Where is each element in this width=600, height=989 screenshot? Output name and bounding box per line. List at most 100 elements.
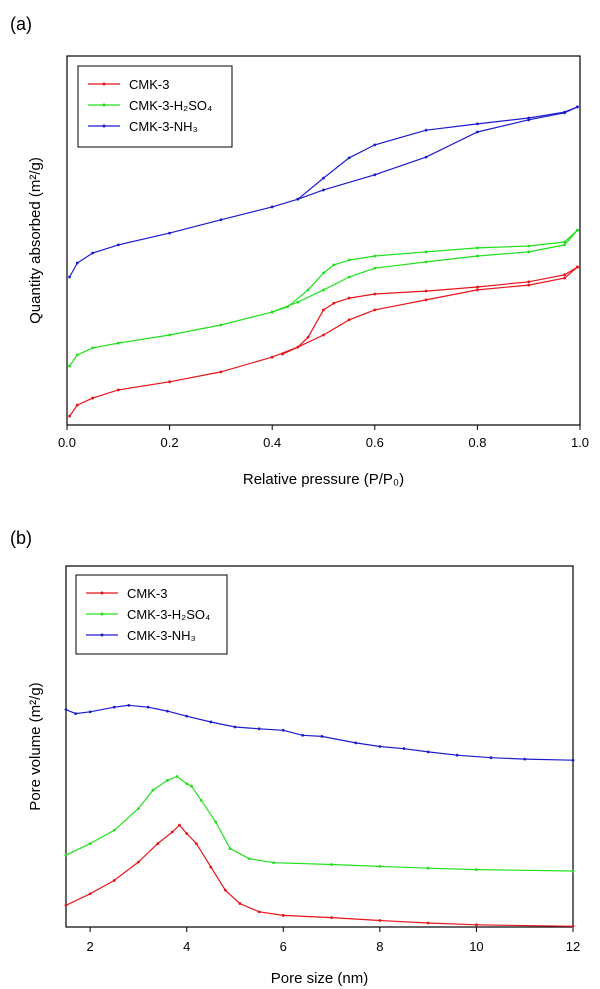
data-point bbox=[281, 728, 285, 732]
series-line-adsorption bbox=[69, 266, 578, 417]
data-point bbox=[137, 807, 140, 810]
x-tick-label: 4 bbox=[183, 939, 190, 954]
data-point bbox=[156, 842, 160, 846]
data-point bbox=[373, 143, 377, 147]
legend-label: CMK-3-H₂SO₄ bbox=[129, 98, 212, 113]
series-cmk-3-h-so- bbox=[64, 775, 575, 873]
data-point bbox=[476, 122, 479, 126]
series-line-desorption bbox=[272, 229, 578, 313]
data-point bbox=[190, 784, 193, 788]
plot-frame bbox=[66, 55, 581, 426]
data-point bbox=[378, 919, 382, 922]
series-cmk-3-h-so- bbox=[68, 228, 579, 368]
legend-label: CMK-3-NH₃ bbox=[127, 628, 196, 643]
data-point bbox=[112, 828, 116, 832]
data-point bbox=[330, 916, 333, 920]
data-point bbox=[320, 734, 324, 738]
data-point bbox=[272, 861, 276, 865]
x-tick-label: 0.4 bbox=[263, 435, 281, 450]
data-point bbox=[91, 396, 95, 400]
data-point bbox=[306, 335, 310, 339]
data-point bbox=[199, 798, 203, 802]
data-point bbox=[322, 288, 325, 292]
x-axis-label: Pore size (nm) bbox=[271, 970, 369, 987]
data-point bbox=[68, 275, 71, 279]
series-cmk-3 bbox=[64, 823, 575, 928]
data-point bbox=[563, 273, 567, 277]
data-point bbox=[378, 745, 382, 748]
data-point bbox=[257, 910, 261, 914]
data-point bbox=[116, 243, 120, 247]
data-point bbox=[424, 128, 428, 132]
data-point bbox=[219, 370, 223, 374]
data-point bbox=[223, 888, 227, 892]
y-axis-label: Quantity absorbed (m²/g) bbox=[27, 157, 44, 324]
data-point bbox=[270, 355, 274, 359]
data-point bbox=[281, 914, 285, 917]
data-point bbox=[185, 832, 189, 835]
data-point bbox=[563, 240, 567, 244]
data-point bbox=[527, 116, 531, 120]
data-point bbox=[270, 310, 274, 314]
data-point bbox=[424, 289, 428, 293]
data-point bbox=[322, 271, 325, 275]
data-point bbox=[219, 218, 223, 222]
data-point bbox=[296, 345, 300, 349]
legend: CMK-3 CMK-3-H₂SO₄ CMK-3-NH₃ bbox=[75, 574, 228, 655]
data-point bbox=[354, 741, 358, 745]
data-point bbox=[424, 298, 428, 302]
data-point bbox=[426, 866, 430, 870]
data-point bbox=[68, 364, 71, 368]
data-point bbox=[571, 869, 575, 873]
data-point bbox=[91, 251, 95, 255]
data-point bbox=[523, 757, 527, 761]
x-axis-label: Relative pressure (P/P₀) bbox=[243, 471, 404, 488]
x-tick-label: 10 bbox=[469, 939, 483, 954]
x-tick-label: 8 bbox=[376, 939, 383, 954]
y-axis-label: Pore volume (m²/g) bbox=[27, 682, 44, 810]
data-point bbox=[576, 228, 579, 232]
legend-marker bbox=[100, 612, 104, 616]
x-tick-label: 0.2 bbox=[161, 435, 179, 450]
data-point bbox=[527, 244, 531, 248]
data-point bbox=[322, 188, 325, 192]
data-point bbox=[137, 860, 140, 864]
data-point bbox=[330, 863, 333, 866]
data-point bbox=[322, 176, 325, 180]
legend-label: CMK-3-H₂SO₄ bbox=[127, 607, 210, 622]
x-tick-label: 0.6 bbox=[366, 435, 384, 450]
data-point bbox=[170, 830, 174, 834]
data-point bbox=[476, 130, 479, 134]
data-point bbox=[238, 902, 242, 905]
data-point bbox=[166, 709, 169, 713]
legend-marker bbox=[100, 633, 104, 637]
data-point bbox=[347, 275, 351, 279]
data-point bbox=[91, 346, 95, 350]
x-tick-label: 1.0 bbox=[571, 435, 589, 450]
data-point bbox=[475, 923, 478, 927]
legend-item: CMK-3 bbox=[88, 77, 169, 92]
data-point bbox=[116, 341, 120, 345]
series-line-curve bbox=[65, 824, 574, 927]
data-point bbox=[426, 750, 430, 754]
data-point bbox=[489, 756, 493, 760]
data-point bbox=[286, 305, 289, 309]
panel-label: (b) bbox=[10, 528, 32, 548]
data-point bbox=[373, 266, 377, 270]
data-point bbox=[194, 842, 198, 846]
legend-marker bbox=[102, 82, 106, 86]
data-point bbox=[116, 388, 120, 392]
x-tick-label: 0.8 bbox=[468, 435, 486, 450]
data-point bbox=[112, 879, 116, 882]
series-line-desorption bbox=[282, 266, 578, 355]
data-point bbox=[168, 380, 172, 384]
data-point bbox=[185, 782, 189, 786]
data-point bbox=[74, 712, 78, 716]
data-point bbox=[75, 261, 79, 265]
data-point bbox=[185, 714, 189, 718]
legend-label: CMK-3 bbox=[129, 77, 169, 92]
data-point bbox=[209, 865, 213, 869]
data-point bbox=[296, 197, 300, 201]
legend-label: CMK-3-NH₃ bbox=[129, 119, 198, 134]
legend-marker bbox=[102, 103, 106, 107]
